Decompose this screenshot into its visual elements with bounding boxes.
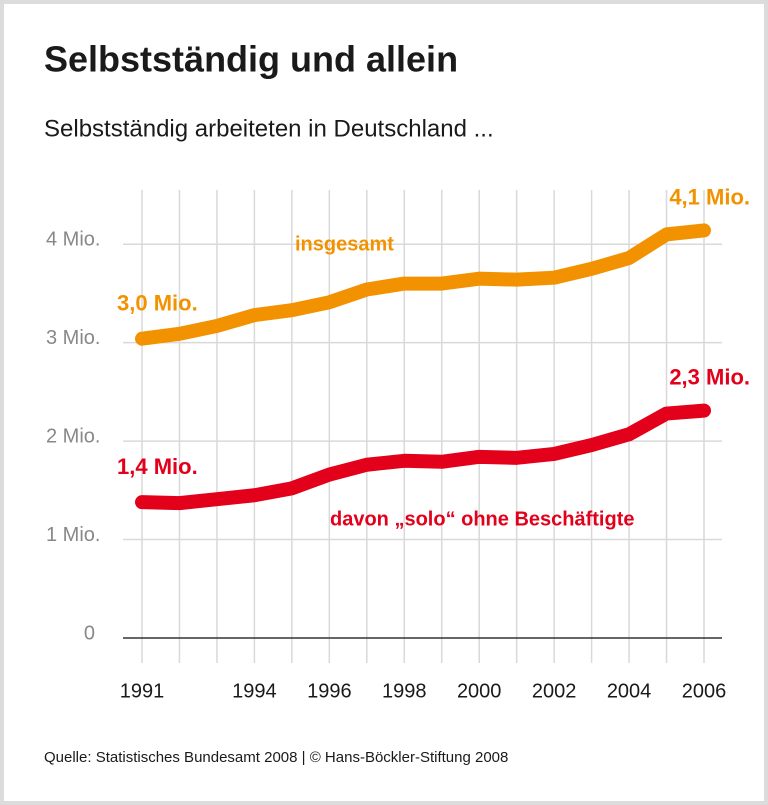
x-tick-label: 2000	[457, 680, 502, 702]
y-tick-label: 4 Mio.	[46, 229, 100, 251]
chart-title: Selbstständig und allein	[44, 39, 458, 80]
y-tick-label: 0	[84, 622, 95, 644]
source: Quelle: Statistisches Bundesamt 2008 | ©…	[44, 749, 508, 766]
x-tick-label: 2004	[607, 680, 652, 702]
value-label: 1,4 Mio.	[117, 454, 198, 479]
x-tick-label: 2002	[532, 680, 577, 702]
y-tick-label: 3 Mio.	[46, 327, 100, 349]
chart-subtitle: Selbstständig arbeiteten in Deutschland …	[44, 115, 494, 142]
series-line	[135, 223, 711, 346]
x-tick-label: 1996	[307, 680, 352, 702]
series-line	[135, 403, 711, 511]
series-name: davon „solo“ ohne Beschäftigte	[330, 508, 634, 530]
value-label: 2,3 Mio.	[669, 364, 750, 389]
value-label: 3,0 Mio.	[117, 291, 198, 316]
value-label: 4,1 Mio.	[669, 184, 750, 209]
series-name: insgesamt	[295, 233, 394, 255]
x-tick-label: 1991	[120, 680, 165, 702]
x-tick-label: 1998	[382, 680, 427, 702]
y-tick-label: 2 Mio.	[46, 425, 100, 447]
x-tick-label: 1994	[232, 680, 277, 702]
y-tick-label: 1 Mio.	[46, 524, 100, 546]
x-tick-label: 2006	[682, 680, 727, 702]
